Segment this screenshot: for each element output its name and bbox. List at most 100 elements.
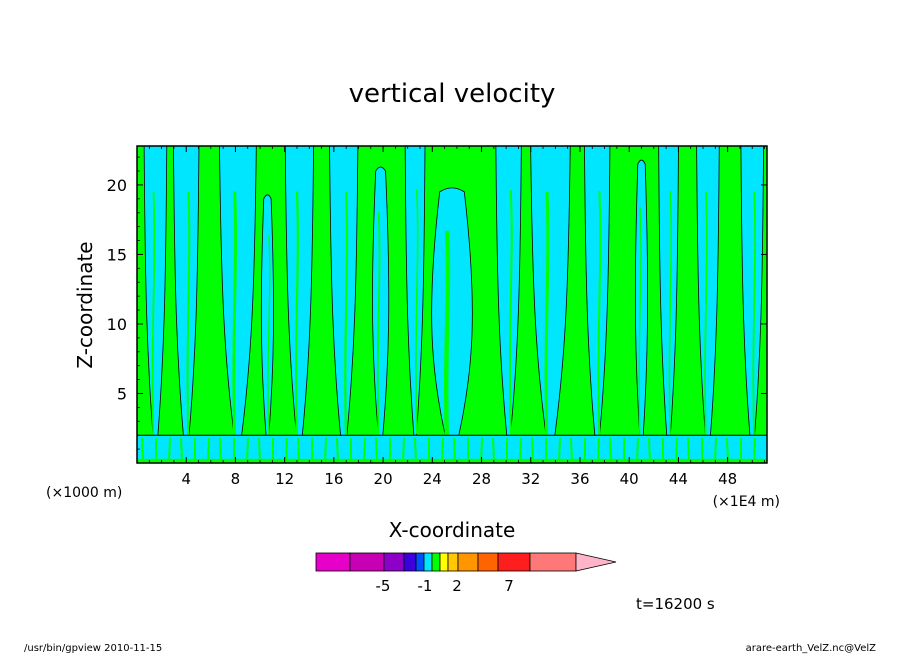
colorbar-segment (431, 552, 441, 572)
x-tick-label: 32 (521, 470, 540, 488)
chart-title: vertical velocity (349, 79, 556, 109)
x-unit-right: (×1E4 m) (713, 494, 780, 510)
surface-green-streak (402, 438, 405, 463)
surface-green-streak (297, 438, 300, 463)
negative-plume (495, 146, 522, 442)
y-tick-label: 10 (107, 315, 127, 334)
surface-negative-band (137, 435, 767, 459)
surface-green-streak (570, 438, 573, 463)
plume-filament (508, 190, 513, 437)
plume-filament (376, 212, 381, 443)
surface-green-streak (375, 438, 378, 463)
negative-plume (431, 187, 473, 453)
colorbar-segment (447, 552, 459, 572)
surface-green-streak (714, 438, 717, 463)
negative-plume (530, 146, 571, 453)
x-tick-label: 36 (570, 470, 589, 488)
negative-plume (372, 166, 390, 447)
x-tick-label: 28 (472, 470, 491, 488)
surface-green-streak (636, 438, 639, 463)
colorbar-segment (415, 552, 425, 572)
colorbar-segment (477, 552, 499, 572)
surface-green-streak (324, 438, 327, 463)
x-axis-ticks: 4 8 12 16 20 24 28 32 36 40 44 48 (148, 146, 765, 488)
x-unit-left: (×1000 m) (46, 485, 122, 501)
plume-filament (186, 191, 191, 448)
x-tick-label: 12 (275, 470, 294, 488)
surface-green-streak (558, 438, 561, 463)
x-tick-label: 24 (423, 470, 442, 488)
colorbar-segment (457, 552, 479, 572)
surface-green-streak (180, 438, 183, 463)
surface-green-streak (753, 438, 756, 463)
negative-plume (173, 146, 200, 453)
surface-green-streak (675, 438, 678, 463)
colorbar-segment (383, 552, 405, 572)
plume-filament (704, 191, 708, 448)
negative-plume (329, 146, 359, 453)
surface-green-streak (207, 438, 210, 463)
negative-plume (696, 146, 720, 453)
surface-green-streak (609, 438, 612, 463)
colorbar-segment (403, 552, 417, 572)
colorbar-label-neg1: -1 (418, 577, 433, 595)
surface-green-streak (336, 438, 339, 463)
plume-filament (151, 191, 156, 447)
colorbar-segment (423, 552, 433, 572)
colorbar-labels: -5 -1 2 7 (376, 577, 514, 595)
negative-plume (404, 146, 426, 439)
x-tick-label: 20 (374, 470, 393, 488)
colorbar-segment (497, 552, 531, 572)
negative-plume (284, 146, 314, 450)
x-tick-label: 8 (231, 470, 241, 488)
footer-left: /usr/bin/gpview 2010-11-15 (24, 643, 162, 654)
surface-green-streak (285, 438, 288, 463)
plume-filament (668, 191, 672, 443)
x-tick-label: 48 (718, 470, 737, 488)
negative-plume (584, 146, 611, 447)
colorbar-arrow (575, 552, 617, 572)
plume-filament (267, 235, 271, 439)
surface-green-streak (414, 438, 417, 463)
x-axis-label: X-coordinate (389, 518, 516, 542)
y-tick-label: 15 (107, 245, 127, 264)
surface-green-streak (453, 438, 456, 463)
negative-plume (219, 146, 257, 450)
x-tick-label: 4 (181, 470, 191, 488)
colorbar-segment (529, 552, 577, 572)
time-label: t=16200 s (636, 595, 715, 613)
surface-green-streak (258, 438, 261, 463)
colorbar (315, 552, 617, 572)
negative-plume (658, 146, 679, 447)
plume-filament (544, 191, 550, 448)
negative-plume (143, 146, 168, 451)
surface-green-streak (531, 438, 534, 463)
x-tick-label: 16 (324, 470, 343, 488)
colorbar-segment (315, 552, 351, 572)
surface-green-streak (246, 438, 249, 463)
negative-plume (634, 159, 649, 450)
surface-green-streak (168, 438, 171, 463)
plume-filament (294, 191, 299, 446)
surface-green-streak (219, 438, 222, 463)
plume-filament (638, 206, 642, 446)
surface-green-streak (519, 438, 522, 463)
footer-right: arare-earth_VelZ.nc@VelZ (746, 643, 877, 654)
negative-velocity-plumes (137, 146, 767, 463)
plume-filament (232, 191, 237, 446)
surface-green-streak (687, 438, 690, 463)
plume-filament (443, 230, 451, 448)
colorbar-label-neg5: -5 (376, 577, 391, 595)
surface-green-streak (492, 438, 495, 463)
plume-filament (415, 189, 419, 434)
plot-frame (136, 145, 768, 464)
colorbar-label-2: 2 (452, 577, 462, 595)
x-tick-label: 44 (669, 470, 688, 488)
surface-green-streak (363, 438, 366, 463)
negative-plume (260, 194, 274, 443)
surface-green-streak (441, 438, 444, 463)
plume-filament (344, 191, 349, 448)
surface-green-streak (648, 438, 651, 463)
y-tick-label: 20 (107, 176, 127, 195)
